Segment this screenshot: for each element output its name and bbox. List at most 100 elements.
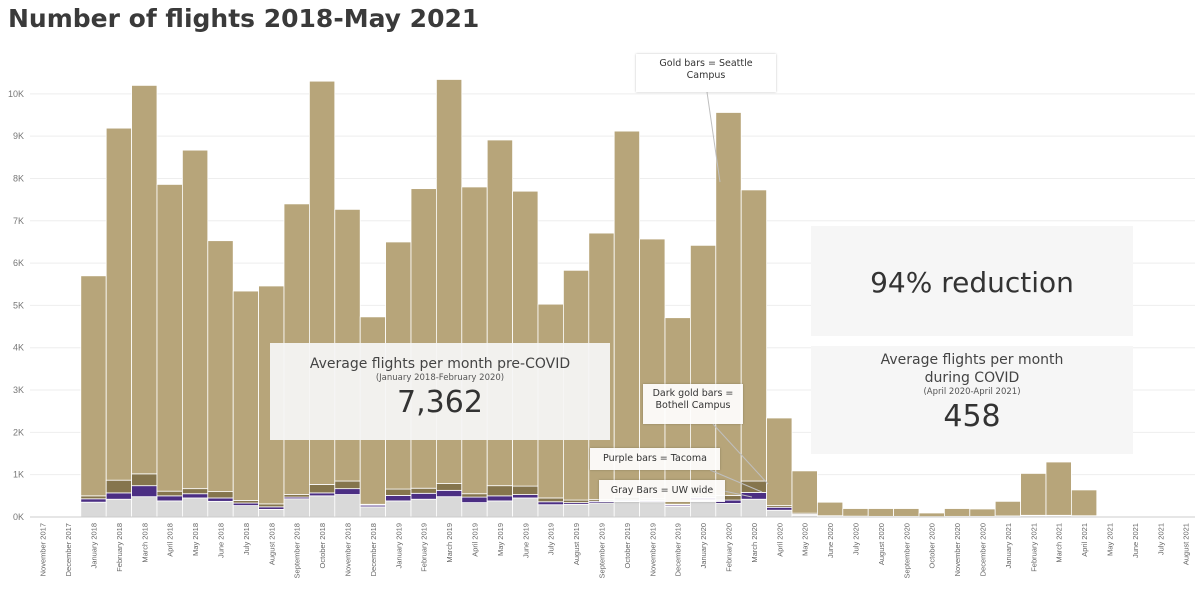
x-tick-label: May 2018 — [191, 523, 200, 556]
bar-segment — [791, 470, 818, 514]
bar-segment — [131, 485, 158, 498]
bar-segment — [461, 493, 488, 498]
x-tick-label: April 2020 — [775, 523, 784, 557]
bar-segment — [207, 240, 234, 493]
x-tick-label: March 2019 — [445, 523, 454, 563]
x-tick-label: May 2021 — [1106, 523, 1115, 556]
during-covid-value: 458 — [943, 399, 1001, 434]
x-tick-label: June 2021 — [1131, 523, 1140, 558]
y-tick-label: 4K — [13, 343, 24, 353]
x-tick-label: September 2019 — [598, 523, 607, 578]
bar-segment — [181, 149, 209, 490]
annotation-leader-line — [723, 490, 753, 498]
bar-segment — [613, 130, 641, 498]
x-tick-label: June 2018 — [217, 523, 226, 558]
bar-segment — [512, 485, 539, 495]
x-tick-label: April 2019 — [471, 523, 480, 557]
x-tick-label: June 2019 — [521, 523, 530, 558]
bar-segment — [283, 498, 310, 518]
seattle-legend-note: Gold bars = Seattle Campus — [636, 54, 776, 92]
bar-segment — [308, 484, 336, 494]
y-tick-label: 7K — [13, 216, 24, 226]
bar-segment — [766, 417, 793, 506]
bar-segment — [80, 275, 107, 497]
x-tick-label: March 2021 — [1055, 523, 1064, 563]
x-tick-label: December 2017 — [64, 523, 73, 576]
bar-segment — [156, 490, 183, 497]
x-tick-label: May 2019 — [496, 523, 505, 556]
annotation-leader-line — [709, 469, 763, 493]
bar-segment — [410, 487, 437, 494]
x-tick-label: November 2017 — [39, 523, 48, 576]
x-tick-label: May 2020 — [801, 523, 810, 556]
bar-segment — [80, 501, 107, 518]
bar-segment — [512, 494, 539, 499]
bar-segment — [715, 112, 742, 496]
annotation-leader-line — [706, 91, 721, 183]
bar-segment — [639, 501, 666, 518]
x-tick-label: January 2018 — [90, 523, 99, 568]
bar-segment — [207, 491, 234, 499]
bar-segment — [105, 127, 132, 481]
bar-segment — [994, 500, 1022, 517]
y-tick-label: 2K — [13, 427, 24, 437]
page-title: Number of flights 2018-May 2021 — [8, 4, 480, 33]
bar-segment — [156, 500, 183, 518]
during-covid-label-2: during COVID — [924, 370, 1020, 386]
x-tick-label: February 2020 — [725, 523, 734, 572]
x-tick-label: April 2018 — [166, 523, 175, 557]
bar-segment — [461, 186, 488, 495]
x-tick-label: July 2021 — [1156, 523, 1165, 555]
uw-wide-legend-note: Gray Bars = UW wide — [599, 480, 725, 502]
x-tick-label: January 2019 — [394, 523, 403, 568]
bar-segment — [563, 503, 590, 518]
x-tick-label: March 2020 — [750, 523, 759, 563]
bar-segment — [537, 504, 564, 518]
x-tick-label: December 2019 — [674, 523, 683, 576]
x-tick-label: June 2020 — [826, 523, 835, 558]
bar-segment — [80, 495, 107, 500]
bar-segment — [537, 501, 564, 506]
bar-segment — [537, 497, 564, 503]
bar-segment — [359, 506, 387, 518]
x-tick-label: July 2018 — [242, 523, 251, 555]
bar-segment — [334, 488, 361, 495]
pre-covid-value: 7,362 — [397, 385, 483, 420]
bar-segment — [181, 493, 209, 499]
reduction-text: 94% reduction — [870, 266, 1074, 299]
bar-segment — [105, 492, 132, 500]
x-tick-label: February 2019 — [420, 523, 429, 572]
x-tick-label: December 2020 — [979, 523, 988, 576]
bar-segment — [715, 503, 742, 518]
x-tick-label: August 2020 — [877, 523, 886, 565]
during-covid-box: Average flights per month during COVID (… — [811, 346, 1133, 454]
x-tick-label: November 2020 — [953, 523, 962, 576]
bar-segment — [817, 501, 844, 517]
bar-segment — [131, 84, 158, 475]
x-tick-label: September 2020 — [902, 523, 911, 578]
bar-segment — [258, 503, 285, 508]
bar-segment — [232, 505, 259, 518]
bar-segment — [410, 492, 437, 500]
x-tick-label: August 2019 — [572, 523, 581, 565]
bar-segment — [435, 496, 463, 518]
x-tick-label: July 2019 — [547, 523, 556, 555]
bar-segment — [131, 473, 158, 487]
x-tick-label: February 2018 — [115, 523, 124, 572]
bar-segment — [258, 508, 285, 518]
y-tick-label: 0K — [13, 512, 24, 522]
bar-segment — [181, 497, 209, 518]
bar-segment — [613, 500, 641, 518]
bar-segment — [740, 189, 768, 482]
pre-covid-label: Average flights per month pre-COVID — [309, 356, 571, 372]
bar-segment — [690, 499, 717, 518]
bar-segment — [385, 495, 412, 502]
bar-segment — [461, 496, 488, 504]
bar-segment — [410, 188, 437, 489]
bar-segment — [1020, 473, 1047, 516]
bar-segment — [740, 480, 768, 493]
bar-segment — [969, 508, 996, 517]
bar-segment — [944, 508, 971, 517]
bar-segment — [740, 498, 768, 518]
pre-covid-box: Average flights per month pre-COVID (Jan… — [270, 343, 610, 440]
